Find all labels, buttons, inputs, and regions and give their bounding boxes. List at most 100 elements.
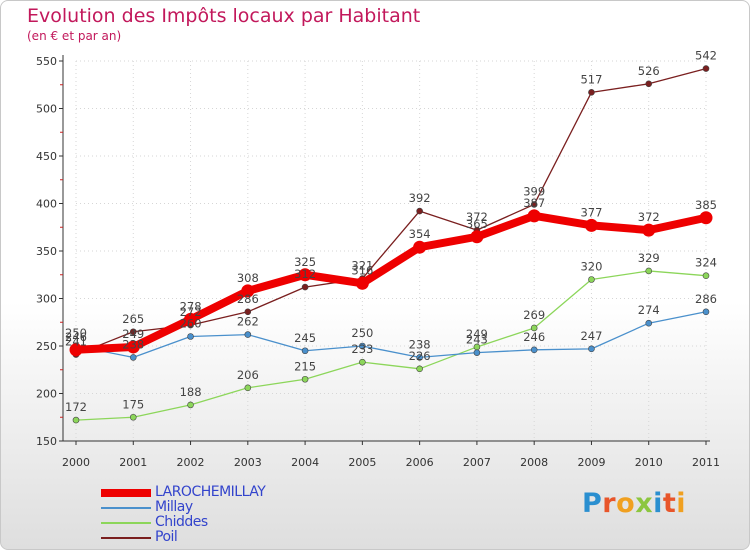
data-point (359, 358, 366, 366)
logo-letter: x (635, 488, 654, 519)
data-point (530, 201, 538, 208)
legend-swatch (101, 489, 151, 497)
data-point (645, 319, 653, 327)
data-point (530, 324, 538, 332)
data-point (416, 365, 423, 373)
data-label: 377 (580, 205, 602, 219)
data-label: 250 (351, 326, 373, 340)
data-point (530, 346, 538, 354)
data-point (359, 342, 366, 350)
logo-letter: P (582, 488, 603, 519)
series-line-chiddes (75, 270, 707, 421)
data-label: 226 (409, 349, 431, 363)
x-tick-label: 2002 (177, 456, 205, 469)
data-point (702, 65, 710, 72)
data-label: 172 (65, 400, 87, 414)
x-tick-label: 2004 (291, 456, 319, 469)
data-point (129, 354, 137, 361)
x-tick-label: 2010 (635, 456, 663, 469)
data-label: 526 (638, 64, 660, 78)
data-label: 265 (122, 312, 144, 326)
y-tick-label: 200 (36, 388, 57, 401)
logo-letter: r (602, 488, 617, 519)
data-point (588, 345, 595, 353)
data-label: 312 (294, 267, 316, 281)
data-label: 385 (695, 198, 717, 212)
proxiti-logo: Proxiti (582, 488, 686, 519)
data-label: 241 (65, 335, 87, 349)
data-label: 274 (638, 303, 660, 317)
x-tick-label: 2006 (406, 456, 434, 469)
legend-swatch (101, 522, 151, 524)
data-point (244, 308, 252, 316)
data-label: 286 (695, 292, 717, 306)
data-label: 316 (351, 263, 373, 277)
data-point (129, 413, 137, 421)
data-point (355, 276, 369, 290)
data-point (301, 283, 309, 291)
data-point (527, 209, 541, 223)
data-point (642, 223, 656, 237)
x-tick-label: 2011 (692, 456, 720, 469)
data-point (413, 240, 427, 254)
y-tick-label: 550 (36, 55, 57, 68)
data-point (702, 272, 710, 280)
data-label: 249 (122, 327, 144, 341)
x-tick-label: 2005 (348, 456, 376, 469)
data-label: 372 (466, 210, 488, 224)
data-point (473, 349, 481, 356)
logo-letter: i (653, 488, 663, 519)
data-label: 278 (180, 299, 202, 313)
data-point (244, 331, 252, 338)
y-tick-label: 500 (36, 103, 57, 116)
data-label: 286 (237, 292, 259, 306)
data-label: 517 (580, 72, 602, 86)
data-label: 372 (638, 210, 660, 224)
data-point (187, 333, 194, 340)
data-point (645, 267, 653, 275)
series-line-poil (75, 67, 707, 356)
data-label: 238 (409, 337, 431, 351)
data-label: 399 (523, 184, 545, 198)
x-tick-label: 2003 (234, 456, 262, 469)
data-label: 238 (122, 337, 144, 351)
data-point (241, 284, 255, 298)
x-tick-label: 2008 (520, 456, 548, 469)
data-point (645, 80, 653, 88)
data-point (69, 343, 83, 357)
data-label: 272 (180, 305, 202, 319)
data-label: 325 (294, 255, 316, 269)
data-label: 365 (466, 217, 488, 231)
data-label: 320 (580, 260, 602, 274)
data-label: 542 (695, 49, 717, 63)
data-point (72, 416, 80, 424)
y-tick-label: 400 (36, 198, 57, 211)
logo-letter: t (662, 488, 677, 519)
data-point (699, 211, 713, 225)
x-tick-label: 2001 (119, 456, 147, 469)
data-point (702, 308, 710, 316)
data-label: 329 (638, 251, 660, 265)
data-point (416, 354, 423, 361)
data-label: 269 (523, 308, 545, 322)
data-label: 233 (351, 342, 373, 356)
legend-label: Millay (155, 499, 193, 515)
chart-title: Evolution des Impôts locaux par Habitant (27, 5, 421, 27)
logo-letter: o (616, 488, 636, 519)
x-tick-label: 2009 (577, 456, 605, 469)
y-tick-label: 150 (36, 435, 57, 448)
legend-label: LAROCHEMILLAY (155, 484, 266, 500)
data-point (244, 384, 252, 392)
legend-label: Poil (155, 529, 178, 545)
data-label: 260 (180, 317, 202, 331)
data-point (126, 340, 140, 354)
logo-letter: i (676, 488, 687, 519)
series-line-larochemillay (72, 211, 710, 354)
y-tick-label: 250 (36, 340, 57, 353)
y-tick-label: 450 (36, 150, 57, 163)
data-label: 246 (523, 330, 545, 344)
data-point (301, 375, 309, 383)
legend-label: Chiddes (155, 514, 208, 530)
legend-swatch (101, 537, 151, 539)
